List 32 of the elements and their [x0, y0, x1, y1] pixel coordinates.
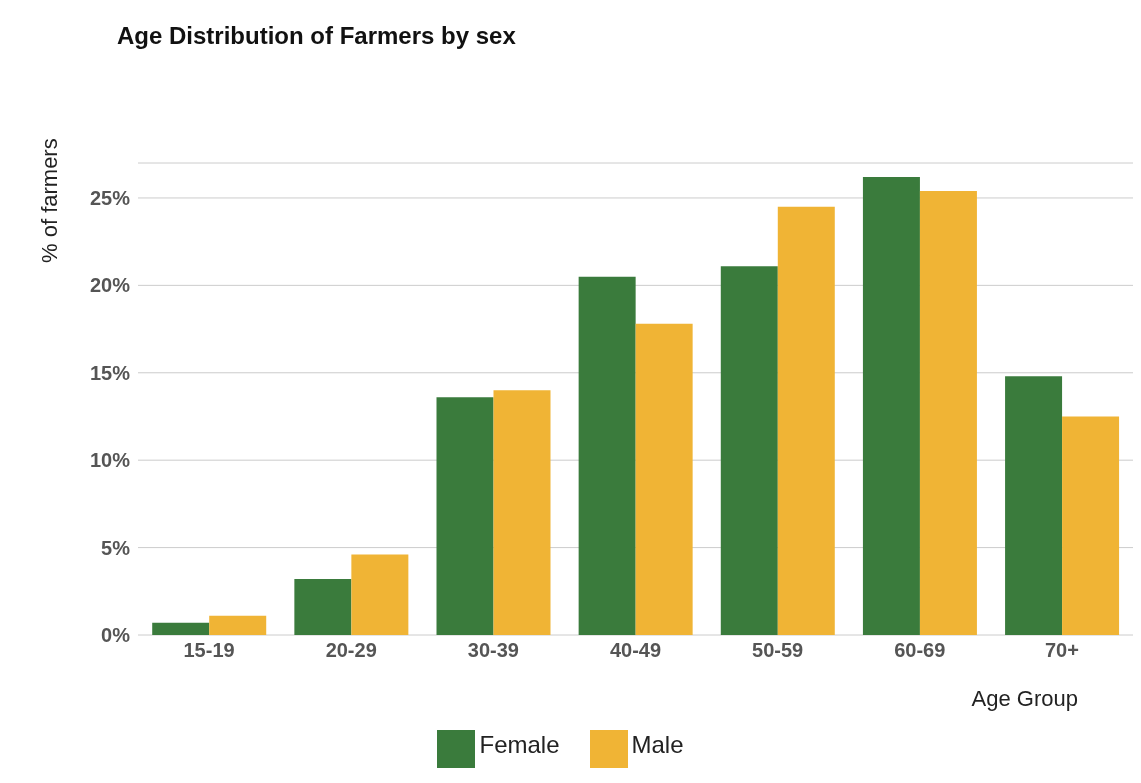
bar: [1062, 416, 1120, 635]
legend-label: Male: [631, 731, 684, 759]
x-tick-label: 20-29: [325, 639, 377, 662]
x-tick-label: 70+: [1044, 639, 1079, 662]
chart-title: Age Distribution of Farmers by sex: [117, 22, 516, 50]
bar: [436, 397, 494, 635]
y-tick-label: 20%: [89, 274, 131, 297]
x-axis-title: Age Group: [971, 685, 1078, 711]
bar: [862, 176, 920, 635]
bar: [351, 554, 409, 635]
legend-label: Female: [479, 731, 560, 759]
y-tick-label: 0%: [101, 624, 131, 647]
bar: [720, 266, 778, 635]
bar: [919, 190, 977, 635]
y-axis-title: % of farmers: [36, 138, 62, 263]
bar: [152, 622, 210, 635]
bar: [1005, 376, 1063, 635]
x-tick-label: 40-49: [609, 639, 662, 662]
bar: [493, 390, 551, 635]
x-tick-label: 50-59: [752, 639, 804, 662]
y-tick-label: 25%: [89, 187, 131, 210]
bar: [777, 206, 835, 635]
x-tick-label: 30-39: [467, 639, 519, 662]
y-tick-label: 15%: [89, 361, 131, 384]
y-tick-label: 5%: [101, 536, 131, 559]
y-tick-label: 10%: [89, 449, 131, 472]
x-tick-label: 15-19: [183, 639, 235, 662]
bar: [578, 276, 636, 635]
x-tick-label: 60-69: [894, 639, 946, 662]
bar: [209, 615, 267, 635]
bar: [294, 579, 352, 635]
bar: [635, 323, 693, 635]
